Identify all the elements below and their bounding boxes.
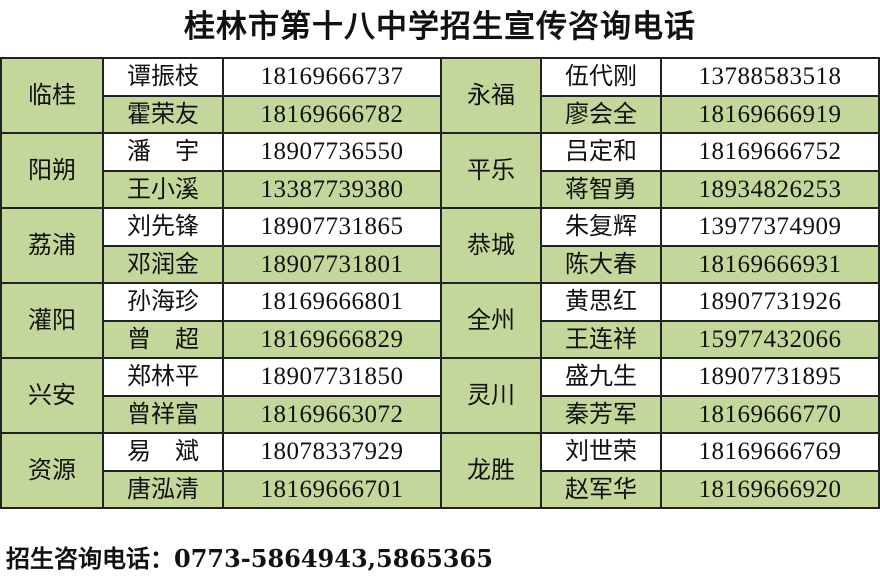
contact-name: 唐泓清 xyxy=(102,469,224,509)
contact-name: 潘 宇 xyxy=(102,132,224,172)
contact-phone: 18907731895 xyxy=(660,357,880,397)
contact-phone: 18078337929 xyxy=(222,432,442,472)
table-row: 临桂 谭振枝 18169666737 永福 伍代刚 13788583518 xyxy=(0,57,880,134)
contact-name: 吕定和 xyxy=(540,132,662,172)
table-row: 兴安 郑林平 18907731850 灵川 盛九生 18907731895 xyxy=(0,357,880,434)
contact-phone: 18169666782 xyxy=(222,94,442,134)
contact-name: 谭振枝 xyxy=(102,57,224,97)
region-cell: 兴安 xyxy=(0,357,104,434)
contact-phone: 15977432066 xyxy=(660,319,880,359)
contact-phone: 18169666770 xyxy=(660,394,880,434)
region-cell: 灌阳 xyxy=(0,282,104,359)
contact-phone: 13387739380 xyxy=(222,169,442,209)
table-row: 荔浦 刘先锋 18907731865 恭城 朱复辉 13977374909 xyxy=(0,207,880,284)
contact-name: 王小溪 xyxy=(102,169,224,209)
contact-name: 郑林平 xyxy=(102,357,224,397)
region-cell: 资源 xyxy=(0,432,104,509)
table-row: 邓润金 18907731801 陈大春 18169666931 xyxy=(1,244,880,284)
contact-phone: 18169666769 xyxy=(660,432,880,472)
table-row: 曾 超 18169666829 王连祥 15977432066 xyxy=(1,319,880,359)
contact-phone: 18169666737 xyxy=(222,57,442,97)
contact-name: 王连祥 xyxy=(540,319,662,359)
contact-name: 廖会全 xyxy=(540,94,662,134)
contact-name: 易 斌 xyxy=(102,432,224,472)
contact-name: 赵军华 xyxy=(540,469,662,509)
contact-name: 霍荣友 xyxy=(102,94,224,134)
contact-name: 盛九生 xyxy=(540,357,662,397)
contact-phone: 18169663072 xyxy=(222,394,442,434)
contact-name: 刘先锋 xyxy=(102,207,224,247)
contact-name: 孙海珍 xyxy=(102,282,224,322)
contact-phone: 18169666919 xyxy=(660,94,880,134)
region-cell: 龙胜 xyxy=(440,432,542,509)
contact-name: 朱复辉 xyxy=(540,207,662,247)
contact-phone: 18169666920 xyxy=(660,469,880,509)
contact-name: 邓润金 xyxy=(102,244,224,284)
contact-name: 刘世荣 xyxy=(540,432,662,472)
contact-phone: 13788583518 xyxy=(660,57,880,97)
contact-phone: 18907731865 xyxy=(222,207,442,247)
contact-phone: 18907731926 xyxy=(660,282,880,322)
table-row: 王小溪 13387739380 蒋智勇 18934826253 xyxy=(1,169,880,209)
region-cell: 阳朔 xyxy=(0,132,104,209)
contact-name: 秦芳军 xyxy=(540,394,662,434)
contact-phone: 18907731850 xyxy=(222,357,442,397)
contact-phone: 18169666752 xyxy=(660,132,880,172)
region-cell: 灵川 xyxy=(440,357,542,434)
table-row: 阳朔潘 宇 18907736550 平乐 吕定和 18169666752 xyxy=(0,132,880,209)
table-row: 霍荣友 18169666782 廖会全 18169666919 xyxy=(1,94,880,134)
table-row: 曾祥富 18169663072 秦芳军 18169666770 xyxy=(1,394,880,434)
table-row: 唐泓清 18169666701 赵军华 18169666920 xyxy=(1,469,880,509)
region-cell: 全州 xyxy=(440,282,542,359)
contact-phone: 18169666801 xyxy=(222,282,442,322)
contact-phone: 13977374909 xyxy=(660,207,880,247)
page-title: 桂林市第十八中学招生宣传咨询电话 xyxy=(184,9,696,45)
contact-phone: 18169666701 xyxy=(222,469,442,509)
contact-table: 临桂 谭振枝 18169666737 永福 伍代刚 13788583518 霍荣友 18169… xyxy=(0,57,880,509)
contact-name: 黄思红 xyxy=(540,282,662,322)
contact-phone: 18169666829 xyxy=(222,319,442,359)
contact-name: 曾祥富 xyxy=(102,394,224,434)
footer-hotline: 招生咨询电话：0773-5864943,5865365 xyxy=(6,544,493,573)
region-cell: 永福 xyxy=(440,57,542,134)
contact-phone: 18907736550 xyxy=(222,132,442,172)
table-row: 资源易 斌 18078337929 龙胜 刘世荣 18169666769 xyxy=(0,432,880,509)
table-row: 灌阳 孙海珍 18169666801 全州 黄思红 18907731926 xyxy=(0,282,880,359)
region-cell: 恭城 xyxy=(440,207,542,284)
region-cell: 荔浦 xyxy=(0,207,104,284)
region-cell: 平乐 xyxy=(440,132,542,209)
region-cell: 临桂 xyxy=(0,57,104,134)
contact-name: 蒋智勇 xyxy=(540,169,662,209)
contact-phone: 18907731801 xyxy=(222,244,442,284)
contact-name: 曾 超 xyxy=(102,319,224,359)
contact-phone: 18934826253 xyxy=(660,169,880,209)
contact-name: 伍代刚 xyxy=(540,57,662,97)
contact-phone: 18169666931 xyxy=(660,244,880,284)
contact-name: 陈大春 xyxy=(540,244,662,284)
